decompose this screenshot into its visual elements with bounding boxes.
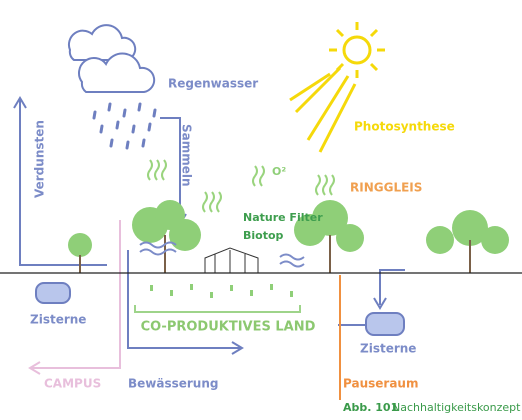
label: Zisterne <box>30 313 86 327</box>
label: Verdunsten <box>33 120 47 198</box>
cloud <box>69 25 154 92</box>
label: Zisterne <box>360 342 416 356</box>
crops <box>150 284 293 298</box>
label: O² <box>272 165 286 178</box>
label: CO-PRODUKTIVES LAND <box>141 320 316 335</box>
label: Regenwasser <box>168 77 258 91</box>
label: CAMPUS <box>44 377 101 391</box>
caption-number: Abb. 101 <box>343 401 398 414</box>
greenhouse <box>205 248 258 273</box>
rain <box>94 104 155 148</box>
label: RINGGLEIS <box>350 181 422 195</box>
land-bracket <box>135 305 300 312</box>
diagram: Regenwasser Sammeln Verdunsten Photosynt… <box>0 0 522 420</box>
trees <box>68 200 509 257</box>
label: Nature Filter <box>243 211 323 224</box>
label: Biotop <box>243 229 284 242</box>
label: Sammeln <box>180 124 194 187</box>
label: Bewässerung <box>128 377 219 391</box>
caption-text: Nachhaltigkeitskonzept <box>392 401 521 414</box>
label: Photosynthese <box>354 120 455 134</box>
label: Pauseraum <box>343 377 418 391</box>
